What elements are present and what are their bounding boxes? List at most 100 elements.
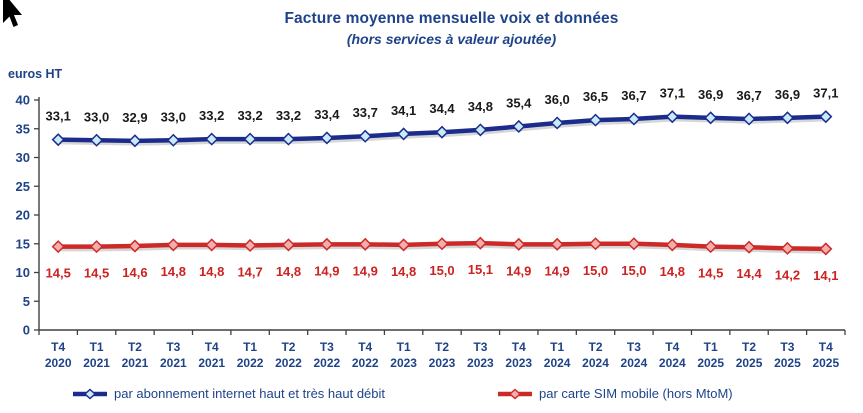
data-point-marker: [588, 237, 603, 251]
data-point-marker: [435, 237, 449, 251]
data-point-label: 14,5: [698, 266, 723, 281]
x-axis-year-label: 2025: [774, 356, 801, 370]
data-point-marker: [435, 125, 449, 139]
y-axis-tick-label: 10: [16, 265, 30, 280]
data-point-label: 14,8: [660, 264, 685, 279]
y-axis-tick-label: 5: [23, 294, 30, 309]
y-axis-tick-label: 0: [23, 323, 30, 338]
x-axis-quarter-label: T4: [665, 340, 679, 354]
x-axis-quarter-label: T2: [435, 340, 449, 354]
cursor-arrow-icon: [3, 0, 22, 27]
data-point-marker: [665, 238, 679, 252]
x-axis-year-label: 2024: [659, 356, 686, 370]
x-axis-quarter-label: T1: [243, 340, 257, 354]
data-point-label: 15,0: [429, 263, 454, 278]
x-axis-year-label: 2020: [45, 356, 72, 370]
data-point-label: 32,9: [122, 110, 147, 125]
legend-item-internet: par abonnement internet haut et très hau…: [72, 386, 385, 401]
data-point-marker: [358, 129, 372, 143]
data-point-label: 35,4: [506, 95, 532, 110]
x-axis-quarter-label: T4: [512, 340, 526, 354]
data-point-label: 15,0: [621, 263, 646, 278]
series-1: 14,5 14,5 14,6 14,8 14,8 14,7 14,8 14,9 14,9 14,8…: [46, 236, 838, 283]
data-point-marker: [90, 133, 104, 147]
data-point-label: 34,4: [429, 101, 455, 116]
data-point-label: 14,2: [775, 267, 800, 282]
data-point-label: 14,6: [122, 265, 147, 280]
legend-swatch-red-line-icon: [498, 388, 532, 399]
x-axis-quarter-label: T4: [51, 340, 65, 354]
x-axis-quarter-label: T1: [90, 340, 104, 354]
data-point-label: 14,5: [84, 266, 109, 281]
data-point-label: 33,0: [84, 109, 109, 124]
x-axis-quarter-label: T4: [358, 340, 372, 354]
x-axis-quarter-label: T3: [627, 340, 641, 354]
x-axis-quarter-label: T3: [166, 340, 180, 354]
data-point-label: 14,9: [353, 263, 378, 278]
data-point-marker: [550, 116, 564, 130]
axes: [38, 97, 845, 331]
x-axis-quarter-label: T3: [780, 340, 794, 354]
y-axis-tick-label: 35: [16, 121, 30, 136]
x-axis-year-label: 2022: [352, 356, 379, 370]
data-point-label: 15,0: [583, 263, 608, 278]
y-axis: 0 5 10 15 20 25 30 35 40: [16, 93, 39, 338]
data-point-marker: [397, 127, 411, 141]
data-point-label: 33,2: [199, 108, 224, 123]
x-axis-year-label: 2022: [237, 356, 264, 370]
data-point-label: 33,7: [353, 105, 378, 120]
data-point-label: 14,9: [506, 263, 531, 278]
data-point-marker: [397, 238, 411, 252]
legend-label-sim: par carte SIM mobile (hors MtoM): [539, 386, 733, 401]
y-axis-tick-label: 20: [16, 208, 30, 223]
data-point-marker: [205, 132, 219, 146]
data-point-label: 36,5: [583, 89, 608, 104]
data-point-marker: [742, 112, 756, 126]
data-point-label: 14,9: [544, 263, 569, 278]
x-axis-year-label: 2024: [621, 356, 648, 370]
x-axis-quarter-label: T3: [473, 340, 487, 354]
data-point-label: 33,0: [161, 109, 186, 124]
data-point-marker: [819, 242, 833, 256]
data-point-label: 33,2: [237, 108, 262, 123]
legend-label-internet: par abonnement internet haut et très hau…: [114, 386, 386, 401]
data-point-marker: [742, 240, 756, 254]
data-point-label: 36,7: [621, 88, 646, 103]
data-point-marker: [512, 119, 526, 134]
data-point-marker: [588, 113, 603, 127]
x-axis-quarter-label: T4: [205, 340, 219, 354]
data-point-label: 36,0: [544, 92, 569, 107]
chart-header: Facture moyenne mensuelle voix et donnée…: [40, 10, 863, 47]
data-point-marker: [51, 240, 65, 254]
chart-subtitle: (hors services à valeur ajoutée): [346, 31, 557, 47]
data-point-label: 37,1: [660, 86, 685, 101]
data-point-marker: [780, 241, 794, 255]
data-point-marker: [90, 240, 104, 254]
data-point-label: 14,5: [46, 266, 71, 281]
data-point-marker: [51, 133, 65, 147]
data-point-marker: [819, 110, 833, 124]
data-point-label: 34,1: [391, 103, 416, 118]
data-point-label: 14,9: [314, 263, 339, 278]
x-axis-quarter-label: T2: [128, 340, 142, 354]
data-point-marker: [243, 132, 257, 146]
y-axis-tick-label: 15: [16, 236, 30, 251]
data-point-marker: [627, 112, 641, 126]
x-axis-quarter-label: T1: [704, 340, 718, 354]
x-axis-year-label: 2024: [582, 356, 609, 370]
data-point-label: 37,1: [813, 86, 838, 101]
x-axis-year-label: 2023: [390, 356, 417, 370]
chart-title: Facture moyenne mensuelle voix et donnée…: [284, 10, 619, 27]
data-point-marker: [320, 131, 334, 145]
data-point-label: 36,9: [698, 87, 723, 102]
legend-item-sim: par carte SIM mobile (hors MtoM): [497, 386, 733, 401]
data-point-marker: [473, 236, 487, 250]
x-axis-year-label: 2021: [83, 356, 110, 370]
data-point-label: 14,4: [736, 266, 762, 281]
y-axis-tick-label: 30: [16, 150, 30, 165]
data-point-marker: [243, 238, 257, 253]
x-axis-quarter-label: T2: [281, 340, 295, 354]
data-point-label: 36,7: [736, 88, 761, 103]
x-axis-year-label: 2025: [812, 356, 839, 370]
